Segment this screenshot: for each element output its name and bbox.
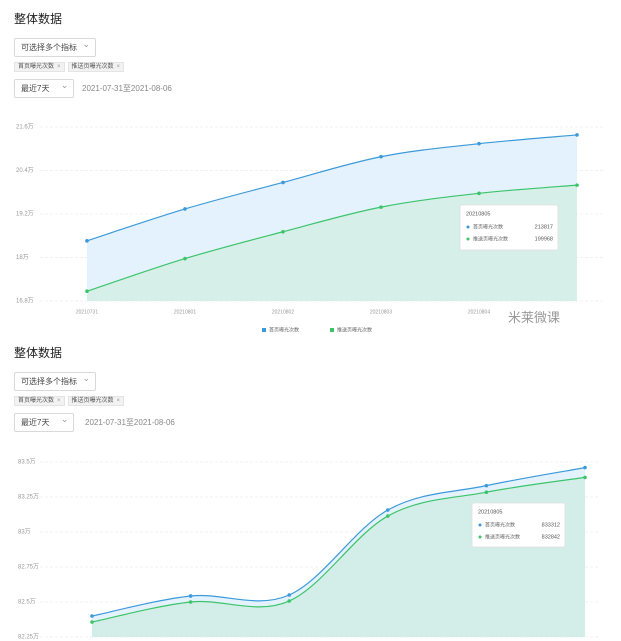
y-tick-label: 82.75万: [18, 564, 39, 571]
data-point: [90, 614, 94, 618]
metric-select[interactable]: 可选择多个指标: [14, 372, 96, 391]
data-point: [386, 514, 390, 518]
y-tick-label: 82.25万: [18, 634, 39, 641]
y-tick-label: 83.25万: [18, 494, 39, 501]
tooltip: [459, 204, 559, 251]
data-point: [188, 600, 193, 604]
x-tick-label: 20210801: [174, 309, 196, 315]
date-range: 2021-07-31至2021-08-06: [82, 84, 172, 93]
area-fill: [92, 477, 585, 637]
data-point: [183, 207, 187, 211]
data-point: [379, 205, 383, 209]
legend-swatch: [330, 328, 334, 332]
data-point: [477, 191, 481, 196]
data-point: [583, 465, 587, 470]
data-point: [188, 594, 193, 598]
tag-label: 推送页曝光次数: [71, 64, 114, 70]
tooltip-name: 首页曝光次数: [485, 521, 515, 528]
data-point: [379, 154, 383, 159]
tag[interactable]: 首页曝光次数 ×: [14, 396, 65, 406]
tag-close[interactable]: ×: [116, 64, 121, 70]
data-point: [575, 133, 579, 137]
legend-label: 首页曝光次数: [269, 326, 299, 333]
series-line: [91, 467, 586, 617]
tooltip-name: 推送页曝光次数: [485, 533, 520, 540]
data-point: [583, 475, 587, 480]
x-tick-label: 20210804: [468, 309, 490, 315]
data-point: [287, 593, 292, 597]
tooltip-value: 832842: [542, 534, 560, 540]
y-tick-label: 18万: [16, 254, 29, 261]
tooltip-value: 199968: [535, 236, 553, 242]
tag-label: 首页曝光次数: [18, 398, 55, 404]
tag-close[interactable]: ×: [57, 64, 61, 70]
series-line: [86, 184, 578, 292]
data-point: [484, 490, 489, 495]
range-select[interactable]: 最近7天: [14, 79, 75, 98]
tooltip: [471, 502, 566, 548]
data-point: [484, 483, 489, 488]
metric-select[interactable]: 可选择多个指标: [14, 38, 96, 57]
tag-list: 首页曝光次数 × 推送页曝光次数 ×: [14, 394, 127, 406]
y-tick-label: 20.4万: [16, 167, 34, 174]
tooltip-name: 推送页曝光次数: [473, 235, 508, 242]
y-tick-label: 83.5万: [18, 459, 36, 466]
data-point: [90, 620, 94, 624]
data-point: [575, 183, 579, 187]
y-tick-label: 16.8万: [16, 298, 34, 305]
tooltip-value: 213817: [535, 224, 553, 230]
panel-title: 整体数据: [14, 346, 63, 360]
tag[interactable]: 推送页曝光次数 ×: [67, 62, 125, 72]
range-select[interactable]: 最近7天: [14, 413, 75, 432]
data-point: [386, 508, 390, 512]
data-point: [85, 289, 89, 294]
data-point: [281, 229, 285, 234]
data-point: [85, 239, 89, 243]
tag-label: 首页曝光次数: [18, 64, 55, 70]
x-tick-label: 20210803: [370, 309, 392, 315]
date-range: 2021-07-31至2021-08-06: [85, 418, 175, 427]
legend-swatch: [262, 328, 266, 332]
tag-close[interactable]: ×: [116, 398, 121, 404]
area-fill: [87, 185, 577, 301]
tag-close[interactable]: ×: [57, 398, 61, 404]
x-tick-label: 20210802: [272, 309, 294, 315]
data-point: [477, 141, 481, 146]
legend-label: 推送页曝光次数: [337, 326, 372, 333]
panel-title: 整体数据: [14, 12, 63, 26]
watermark: 米莱微课: [508, 310, 561, 325]
tooltip-title: 20210805: [478, 509, 502, 515]
y-tick-label: 19.2万: [16, 211, 34, 218]
tag-label: 推送页曝光次数: [71, 398, 114, 404]
tag[interactable]: 推送页曝光次数 ×: [67, 396, 125, 406]
tooltip-value: 833312: [542, 522, 560, 528]
data-point: [287, 599, 292, 603]
tooltip-dot: [466, 237, 470, 241]
y-tick-label: 21.6万: [16, 124, 34, 131]
series-line: [86, 134, 578, 242]
tooltip-dot: [466, 225, 470, 229]
x-tick-label: 20210731: [76, 309, 98, 315]
tooltip-name: 首页曝光次数: [473, 223, 503, 230]
y-tick-label: 83万: [18, 529, 31, 536]
tooltip-dot: [478, 535, 482, 539]
tag-list: 首页曝光次数 × 推送页曝光次数 ×: [14, 60, 127, 72]
series-line: [91, 476, 586, 623]
data-point: [183, 256, 187, 261]
tooltip-title: 20210805: [466, 211, 490, 217]
tooltip-dot: [478, 523, 482, 527]
y-tick-label: 82.5万: [18, 599, 36, 606]
tag[interactable]: 首页曝光次数 ×: [14, 62, 65, 72]
data-point: [281, 180, 285, 185]
